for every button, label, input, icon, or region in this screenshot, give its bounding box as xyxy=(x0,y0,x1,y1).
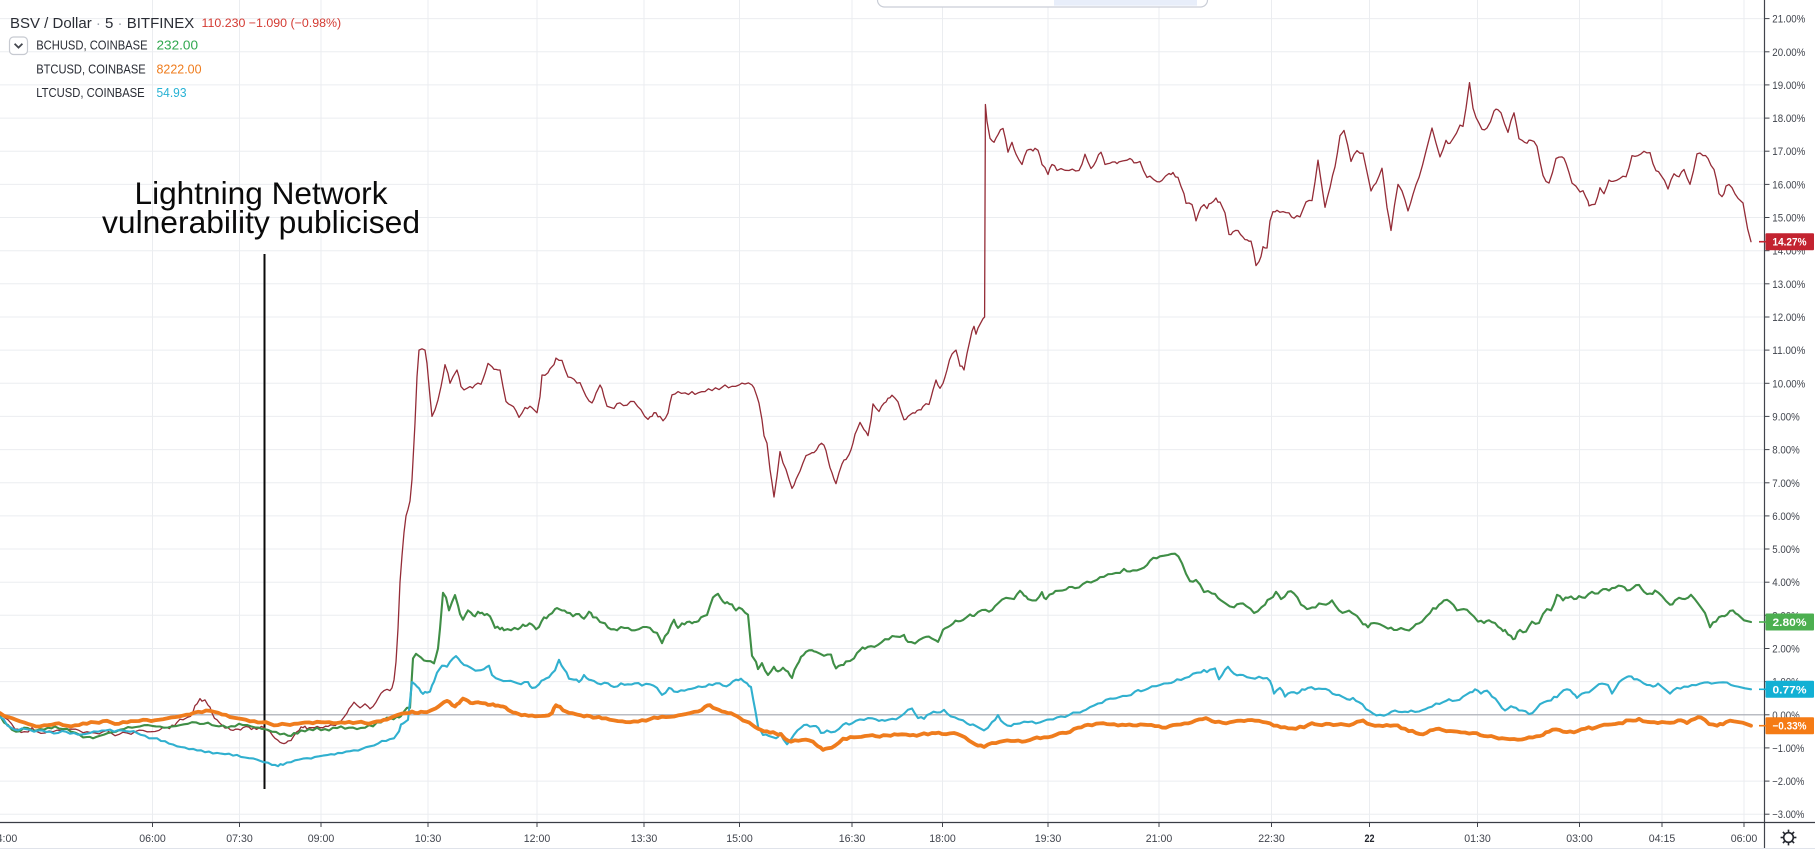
svg-text:BCHUSD, COINBASE: BCHUSD, COINBASE xyxy=(36,38,147,52)
svg-text:03:00: 03:00 xyxy=(1566,833,1593,845)
svg-text:16:30: 16:30 xyxy=(839,833,866,845)
svg-text:2.00%: 2.00% xyxy=(1772,644,1800,656)
svg-text:8.00%: 8.00% xyxy=(1772,445,1800,457)
svg-text:8222.00: 8222.00 xyxy=(157,63,202,77)
svg-text:14.27%: 14.27% xyxy=(1773,237,1807,249)
svg-text:BSV / Dollar · 5 · BITFINEX: BSV / Dollar · 5 · BITFINEX xyxy=(10,15,194,32)
svg-text:04:15: 04:15 xyxy=(1649,833,1676,845)
svg-text:22: 22 xyxy=(1365,833,1375,845)
svg-text:01:30: 01:30 xyxy=(1464,833,1491,845)
svg-text:09:00: 09:00 xyxy=(308,833,335,845)
svg-text:21:00: 21:00 xyxy=(1146,833,1173,845)
svg-text:15:00: 15:00 xyxy=(726,833,753,845)
svg-text:2.80%: 2.80% xyxy=(1773,617,1807,629)
svg-text:232.00: 232.00 xyxy=(157,38,199,52)
svg-text:−1.00%: −1.00% xyxy=(1772,743,1804,755)
svg-text:12.00%: 12.00% xyxy=(1772,312,1805,324)
svg-text:10.00%: 10.00% xyxy=(1772,378,1805,390)
svg-text:BTCUSD, COINBASE: BTCUSD, COINBASE xyxy=(36,63,146,77)
svg-text:7.00%: 7.00% xyxy=(1772,478,1800,490)
svg-text:20.00%: 20.00% xyxy=(1772,47,1805,59)
svg-text:06:00: 06:00 xyxy=(139,833,166,845)
svg-text:−0.33%: −0.33% xyxy=(1773,721,1807,733)
svg-text:19.00%: 19.00% xyxy=(1772,80,1805,92)
svg-text:vulnerability publicised: vulnerability publicised xyxy=(102,204,420,240)
svg-text:13:30: 13:30 xyxy=(631,833,658,845)
svg-text:18:00: 18:00 xyxy=(929,833,956,845)
svg-text:04:00: 04:00 xyxy=(0,833,17,845)
svg-text:19:30: 19:30 xyxy=(1035,833,1062,845)
svg-text:5.00%: 5.00% xyxy=(1772,544,1800,556)
svg-text:22:30: 22:30 xyxy=(1258,833,1285,845)
svg-text:06:00: 06:00 xyxy=(1731,833,1758,845)
svg-text:21.00%: 21.00% xyxy=(1772,14,1805,26)
svg-text:4.00%: 4.00% xyxy=(1772,577,1800,589)
svg-text:13.00%: 13.00% xyxy=(1772,279,1805,291)
svg-text:18.00%: 18.00% xyxy=(1772,113,1805,125)
svg-text:9.00%: 9.00% xyxy=(1772,411,1800,423)
svg-text:Lightning Network: Lightning Network xyxy=(135,175,388,211)
svg-text:LTCUSD, COINBASE: LTCUSD, COINBASE xyxy=(36,86,145,100)
svg-text:07:30: 07:30 xyxy=(226,833,253,845)
svg-text:11.00%: 11.00% xyxy=(1772,345,1805,357)
svg-text:16.00%: 16.00% xyxy=(1772,179,1805,191)
svg-text:10:30: 10:30 xyxy=(415,833,442,845)
svg-text:110.230 −1.090 (−0.98%): 110.230 −1.090 (−0.98%) xyxy=(202,16,342,30)
svg-text:−3.00%: −3.00% xyxy=(1772,809,1804,821)
svg-text:15.00%: 15.00% xyxy=(1772,213,1805,225)
svg-text:54.93: 54.93 xyxy=(157,86,187,100)
svg-text:17.00%: 17.00% xyxy=(1772,146,1805,158)
svg-text:6.00%: 6.00% xyxy=(1772,511,1800,523)
svg-text:0.77%: 0.77% xyxy=(1773,684,1807,696)
svg-text:−2.00%: −2.00% xyxy=(1772,776,1804,788)
svg-text:12:00: 12:00 xyxy=(524,833,551,845)
